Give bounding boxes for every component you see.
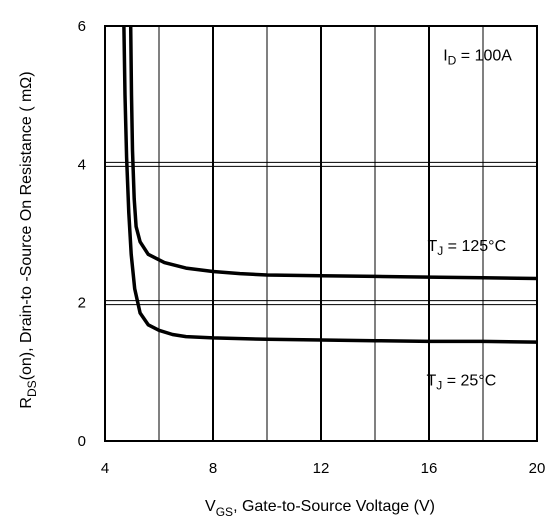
y-axis-label-main: R xyxy=(18,397,35,409)
grid xyxy=(105,26,537,441)
y-tick-label: 6 xyxy=(78,18,86,35)
y-axis-label-rest: (on), Drain-to -Source On Resistance ( m… xyxy=(18,71,35,380)
annotation-tj25-rest: = 25°C xyxy=(442,373,496,390)
y-tick-label: 2 xyxy=(78,295,86,312)
annotation-id: ID = 100A xyxy=(443,48,512,68)
annotation-tj125-sub: J xyxy=(437,244,443,258)
annotation-id-rest: = 100A xyxy=(456,48,512,65)
x-axis-label-rest: , Gate-to-Source Voltage (V) xyxy=(233,498,435,515)
annotation-tj25-sub: J xyxy=(436,379,442,393)
x-tick-label: 8 xyxy=(209,460,217,477)
x-axis-label-main: V xyxy=(205,498,216,515)
annotation-id-sub: D xyxy=(448,54,457,68)
annotation-tj25-main: T xyxy=(427,373,437,390)
x-axis-label: VGS, Gate-to-Source Voltage (V) xyxy=(205,498,435,519)
tick-labels: 4 8 12 16 20 0 2 4 6 xyxy=(78,18,546,477)
series-line-tj25 xyxy=(122,25,538,344)
annotation-tj125-main: T xyxy=(427,238,437,255)
x-tick-label: 20 xyxy=(529,460,546,477)
annotation-tj25: TJ = 25°C xyxy=(427,373,497,393)
curves xyxy=(122,25,538,344)
annotation-tj125: TJ = 125°C xyxy=(427,238,506,258)
y-axis-label-sub: DS xyxy=(25,380,39,397)
x-axis-label-sub: GS xyxy=(216,505,233,519)
x-tick-label: 16 xyxy=(421,460,438,477)
x-tick-label: 12 xyxy=(313,460,330,477)
series-line-tj125 xyxy=(128,25,538,281)
x-tick-label: 4 xyxy=(101,460,109,477)
y-axis-label: RDS(on), Drain-to -Source On Resistance … xyxy=(18,71,39,408)
annotation-tj125-rest: = 125°C xyxy=(443,238,506,255)
y-tick-label: 4 xyxy=(78,156,86,173)
y-tick-label: 0 xyxy=(78,433,86,450)
plot-frame xyxy=(104,25,538,442)
annotation-id-main: I xyxy=(443,48,447,65)
